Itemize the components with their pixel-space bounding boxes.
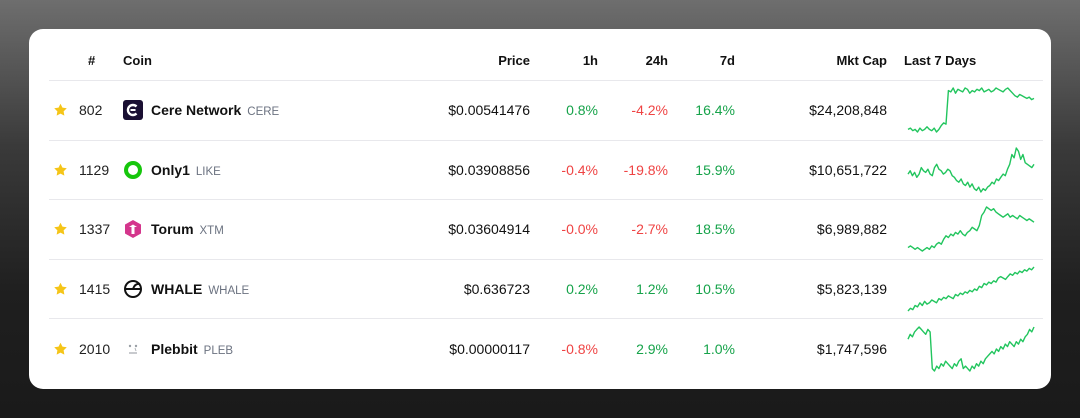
price-value: $0.03908856 [448, 161, 530, 178]
torum-icon [123, 219, 143, 239]
price-value: $0.03604914 [448, 221, 530, 238]
change-1h: 0.2% [566, 280, 598, 297]
coin-symbol: WHALE [208, 284, 250, 297]
market-cap-value: $5,823,139 [816, 280, 887, 297]
mkt-cap-header[interactable]: Mkt Cap [836, 53, 887, 68]
price-value: $0.636723 [463, 280, 530, 297]
rank-value: 1337 [79, 221, 111, 238]
market-cap-value: $24,208,848 [809, 102, 887, 119]
last-7-days-header: Last 7 Days [904, 53, 977, 68]
sparkline-series [907, 87, 1035, 133]
star-icon[interactable] [53, 162, 68, 177]
1h-header[interactable]: 1h [582, 53, 598, 68]
coin-rows: 802 Cere Network CERE $0.00541476 0.8% -4… [49, 81, 1043, 379]
change-7d: 15.9% [695, 161, 735, 178]
cere-network-icon [123, 100, 143, 121]
market-cap-value: $10,651,722 [809, 161, 887, 178]
sparkline-svg [907, 326, 1035, 372]
sparkline-svg [907, 87, 1035, 133]
coin-symbol: PLEB [203, 344, 234, 357]
rank-value: 1415 [79, 280, 111, 297]
change-24h: -19.8% [623, 161, 668, 178]
table-row[interactable]: 802 Cere Network CERE $0.00541476 0.8% -4… [49, 81, 1043, 141]
change-7d: 1.0% [703, 340, 735, 357]
sparkline-7d [905, 145, 1037, 195]
change-7d: 10.5% [695, 280, 735, 297]
plebbit-icon [123, 339, 143, 359]
sparkline-7d [905, 204, 1037, 254]
rank-value: 2010 [79, 340, 111, 357]
price-value: $0.00000117 [449, 340, 530, 357]
sparkline-series [907, 147, 1035, 193]
coin-name: WHALE [151, 280, 203, 297]
sparkline-7d [905, 324, 1037, 374]
star-icon[interactable] [53, 341, 68, 356]
change-24h: 2.9% [636, 340, 668, 357]
coin-name-link[interactable]: Torum XTM [151, 221, 224, 237]
table-row[interactable]: 1129 Only1 LIKE $0.03908856 -0.4% -19.8% … [49, 141, 1043, 200]
table-header: # Coin Price 1h 24h 7d Mkt Cap Last 7 Da… [49, 29, 1043, 81]
sparkline-series [907, 326, 1035, 372]
table-row[interactable]: 1415 WHALE WHALE $0.636723 0.2% 1.2% 10.5… [49, 260, 1043, 319]
table-row[interactable]: 2010 Plebbit PLEB $0.00000117 -0.8% 2.9% … [49, 319, 1043, 379]
only1-icon [123, 160, 143, 180]
coin-header[interactable]: Coin [123, 53, 152, 68]
change-1h: 0.8% [566, 102, 598, 119]
change-24h: -2.7% [631, 221, 668, 238]
coin-name-link[interactable]: Plebbit PLEB [151, 341, 233, 357]
rank-value: 1129 [79, 161, 110, 178]
change-1h: -0.8% [561, 340, 598, 357]
table-row[interactable]: 1337 Torum XTM $0.03604914 -0.0% -2.7% 18… [49, 200, 1043, 260]
change-1h: -0.0% [561, 221, 598, 238]
crypto-watchlist-card: # Coin Price 1h 24h 7d Mkt Cap Last 7 Da… [29, 29, 1051, 389]
coin-name-link[interactable]: WHALE WHALE [151, 281, 249, 297]
change-24h: 1.2% [636, 280, 668, 297]
change-7d: 18.5% [695, 221, 735, 238]
coin-symbol: LIKE [195, 165, 221, 178]
market-cap-value: $1,747,596 [816, 340, 887, 357]
coin-name: Only1 [151, 161, 190, 178]
change-24h: -4.2% [631, 102, 668, 119]
price-value: $0.00541476 [448, 102, 530, 119]
7d-header[interactable]: 7d [719, 53, 735, 68]
sparkline-svg [907, 266, 1035, 312]
sparkline-svg [907, 147, 1035, 193]
star-icon[interactable] [53, 103, 68, 118]
star-icon[interactable] [53, 281, 68, 296]
coin-name: Cere Network [151, 102, 242, 119]
change-1h: -0.4% [561, 161, 598, 178]
sparkline-svg [907, 206, 1035, 252]
price-header[interactable]: Price [498, 53, 530, 68]
24h-header[interactable]: 24h [645, 53, 668, 68]
coin-symbol: XTM [199, 225, 224, 238]
sparkline-series [907, 266, 1035, 312]
change-7d: 16.4% [695, 102, 735, 119]
coin-name: Torum [151, 221, 194, 238]
coin-name: Plebbit [151, 340, 198, 357]
whale-icon [123, 279, 143, 299]
sparkline-7d [905, 85, 1037, 135]
star-icon[interactable] [53, 222, 68, 237]
rank-header[interactable]: # [88, 53, 96, 68]
coin-symbol: CERE [247, 106, 280, 119]
market-cap-value: $6,989,882 [816, 221, 887, 238]
coin-name-link[interactable]: Only1 LIKE [151, 162, 221, 178]
sparkline-7d [905, 264, 1037, 314]
rank-value: 802 [79, 102, 103, 119]
sparkline-series [907, 206, 1035, 252]
coin-name-link[interactable]: Cere Network CERE [151, 102, 279, 118]
